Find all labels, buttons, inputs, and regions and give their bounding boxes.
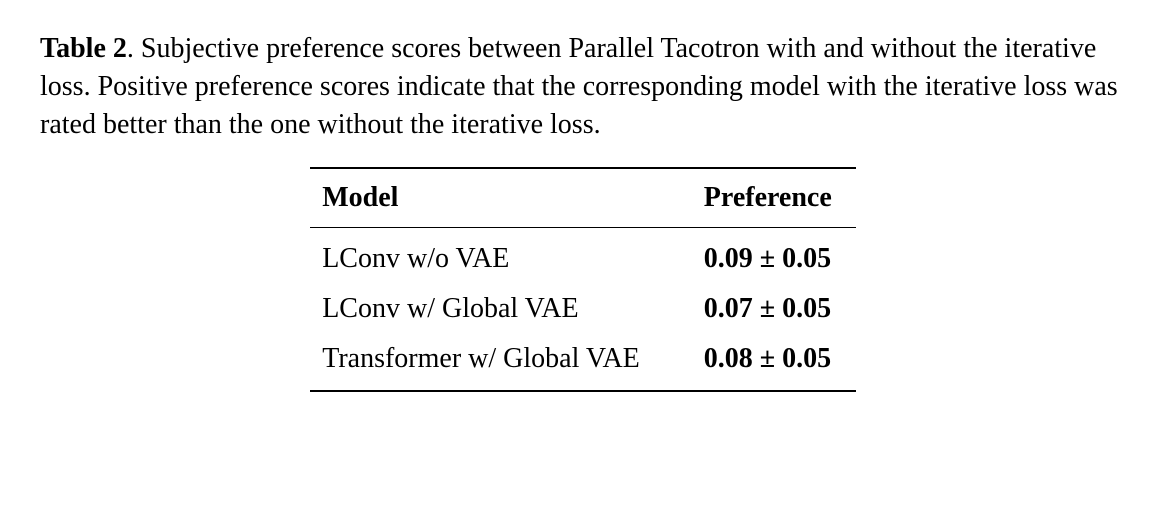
table-row: LConv w/o VAE 0.09 ± 0.05: [310, 228, 856, 284]
table-label: Table 2: [40, 33, 127, 64]
caption-text: . Subjective preference scores between P…: [40, 33, 1118, 140]
table-row: Transformer w/ Global VAE 0.08 ± 0.05: [310, 334, 856, 391]
cell-model: LConv w/o VAE: [310, 228, 664, 284]
cell-model: LConv w/ Global VAE: [310, 284, 664, 334]
table-header-row: Model Preference: [310, 168, 856, 227]
cell-preference: 0.08 ± 0.05: [664, 334, 856, 391]
preference-table: Model Preference LConv w/o VAE 0.09 ± 0.…: [310, 167, 856, 391]
cell-preference: 0.07 ± 0.05: [664, 284, 856, 334]
table-row: LConv w/ Global VAE 0.07 ± 0.05: [310, 284, 856, 334]
col-preference: Preference: [664, 168, 856, 227]
col-model: Model: [310, 168, 664, 227]
cell-preference: 0.09 ± 0.05: [664, 228, 856, 284]
cell-model: Transformer w/ Global VAE: [310, 334, 664, 391]
table-caption: Table 2. Subjective preference scores be…: [40, 30, 1126, 143]
